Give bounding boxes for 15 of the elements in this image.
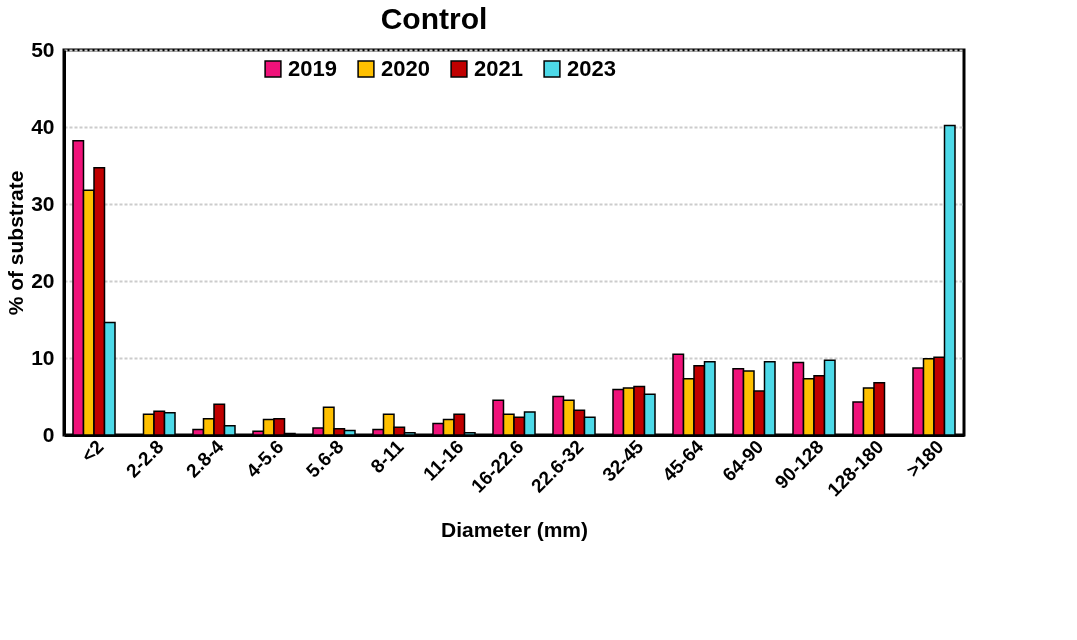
legend-label: 2021: [474, 56, 523, 81]
y-tick-label: 30: [31, 191, 55, 215]
y-tick-label: 40: [31, 114, 55, 138]
y-axis-title: % of substrate: [4, 170, 28, 316]
chart-title: Control: [380, 2, 488, 35]
legend-label: 2023: [567, 56, 616, 81]
x-tick-label: <2: [77, 436, 108, 467]
y-tick-label: 50: [31, 37, 55, 61]
x-axis-title: Diameter (mm): [440, 518, 589, 542]
y-tick-label: 20: [31, 268, 55, 292]
legend-label: 2020: [381, 56, 430, 81]
y-tick-label: 0: [42, 422, 55, 446]
x-tick-label: 8-11: [366, 435, 408, 478]
y-tick-label: 10: [31, 345, 55, 369]
legend-label: 2019: [288, 56, 337, 81]
